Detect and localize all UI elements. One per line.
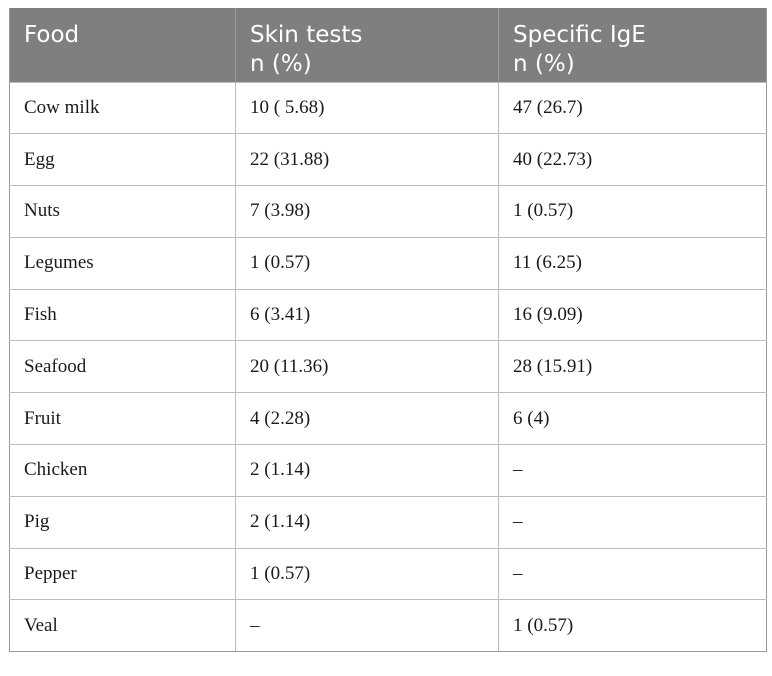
food-allergy-table-container: Food Skin tests n (%) Specific IgE n (%)… xyxy=(9,8,767,653)
cell-specific-ige: 40 (22.73) xyxy=(498,133,767,187)
header-specific-ige-unit: n (%) xyxy=(513,51,575,77)
food-allergy-table: Food Skin tests n (%) Specific IgE n (%)… xyxy=(9,8,767,653)
cell-skin-tests: 2 (1.14) xyxy=(235,444,499,497)
cell-skin-tests: 10 ( 5.68) xyxy=(235,81,499,135)
cell-skin-tests: 1 (0.57) xyxy=(235,236,499,290)
table-body: Cow milk 10 ( 5.68) 47 (26.7) Egg 22 (31… xyxy=(9,81,767,653)
header-food: Food xyxy=(9,8,236,82)
cell-specific-ige: – xyxy=(498,547,767,601)
cell-specific-ige: 6 (4) xyxy=(498,392,767,446)
cell-skin-tests: 4 (2.28) xyxy=(235,392,499,446)
table-row: Egg 22 (31.88) 40 (22.73) xyxy=(9,133,767,187)
cell-specific-ige: 47 (26.7) xyxy=(498,81,767,135)
cell-food: Chicken xyxy=(9,444,236,497)
cell-food: Seafood xyxy=(9,340,236,394)
cell-food: Legumes xyxy=(9,236,236,290)
cell-specific-ige: 16 (9.09) xyxy=(498,288,767,342)
cell-food: Fish xyxy=(9,288,236,342)
cell-specific-ige: – xyxy=(498,444,767,497)
cell-specific-ige: 11 (6.25) xyxy=(498,236,767,290)
header-specific-ige-label: Specific IgE xyxy=(513,22,646,48)
table-row: Cow milk 10 ( 5.68) 47 (26.7) xyxy=(9,81,767,135)
cell-skin-tests: 22 (31.88) xyxy=(235,133,499,187)
cell-skin-tests: 1 (0.57) xyxy=(235,547,499,601)
cell-food: Nuts xyxy=(9,185,236,238)
header-skin-tests-label: Skin tests xyxy=(250,22,363,48)
table-row: Nuts 7 (3.98) 1 (0.57) xyxy=(9,185,767,238)
header-specific-ige: Specific IgE n (%) xyxy=(498,8,767,82)
table-row: Veal – 1 (0.57) xyxy=(9,599,767,653)
cell-food: Veal xyxy=(9,599,236,653)
cell-food: Egg xyxy=(9,133,236,187)
table-row: Seafood 20 (11.36) 28 (15.91) xyxy=(9,340,767,394)
cell-specific-ige: 1 (0.57) xyxy=(498,185,767,238)
cell-food: Pepper xyxy=(9,547,236,601)
cell-specific-ige: 28 (15.91) xyxy=(498,340,767,394)
header-food-label: Food xyxy=(24,22,80,48)
table-row: Legumes 1 (0.57) 11 (6.25) xyxy=(9,236,767,290)
table-row: Fish 6 (3.41) 16 (9.09) xyxy=(9,288,767,342)
cell-food: Cow milk xyxy=(9,81,236,135)
cell-skin-tests: – xyxy=(235,599,499,653)
cell-skin-tests: 7 (3.98) xyxy=(235,185,499,238)
cell-skin-tests: 20 (11.36) xyxy=(235,340,499,394)
table-row: Pig 2 (1.14) – xyxy=(9,495,767,549)
table-row: Fruit 4 (2.28) 6 (4) xyxy=(9,392,767,446)
table-header: Food Skin tests n (%) Specific IgE n (%) xyxy=(9,8,767,82)
cell-skin-tests: 2 (1.14) xyxy=(235,495,499,549)
header-skin-tests-unit: n (%) xyxy=(250,51,312,77)
header-row: Food Skin tests n (%) Specific IgE n (%) xyxy=(9,8,767,82)
table-row: Pepper 1 (0.57) – xyxy=(9,547,767,601)
cell-specific-ige: 1 (0.57) xyxy=(498,599,767,653)
header-skin-tests: Skin tests n (%) xyxy=(235,8,499,82)
cell-specific-ige: – xyxy=(498,495,767,549)
cell-skin-tests: 6 (3.41) xyxy=(235,288,499,342)
cell-food: Fruit xyxy=(9,392,236,446)
table-row: Chicken 2 (1.14) – xyxy=(9,444,767,497)
cell-food: Pig xyxy=(9,495,236,549)
